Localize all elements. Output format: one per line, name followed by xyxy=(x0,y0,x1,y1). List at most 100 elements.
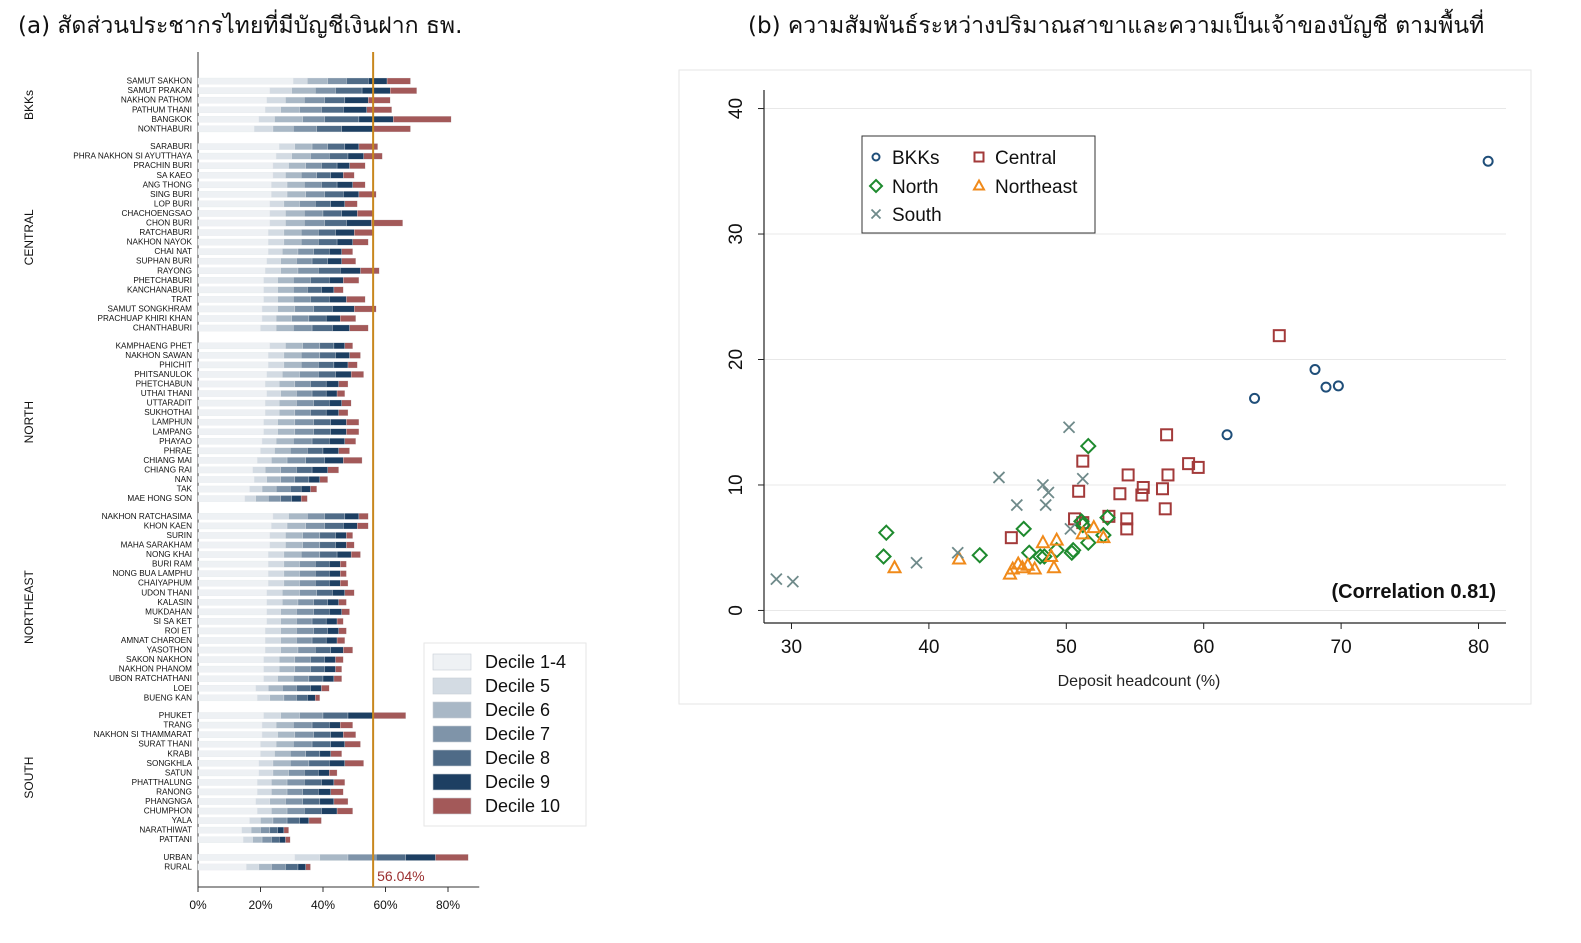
bar-segment-decile-7 xyxy=(294,409,311,416)
bar-segment-decile-1-4 xyxy=(197,836,244,843)
point-south xyxy=(951,546,964,559)
bar-segment-decile-10 xyxy=(358,513,369,520)
bar-segment-decile-5 xyxy=(261,305,278,313)
category-label: SI SA KET xyxy=(153,617,192,626)
bar-segment-decile-5 xyxy=(258,760,274,767)
legend-marker-bkks xyxy=(871,152,881,162)
bar-segment-decile-8 xyxy=(310,409,327,416)
bar-segment-decile-7 xyxy=(293,438,313,445)
bar-segment-decile-1-4 xyxy=(197,342,271,350)
category-label: SUKHOTHAI xyxy=(144,408,192,417)
bar-segment-decile-5 xyxy=(261,438,277,445)
bar-segment-decile-6 xyxy=(260,817,274,824)
category-label: CHIANG RAI xyxy=(144,465,192,474)
category-label: SARABURI xyxy=(150,142,192,151)
bar-segment-decile-5 xyxy=(268,551,285,558)
bar-segment-decile-6 xyxy=(277,731,296,738)
bar-segment-decile-10 xyxy=(340,315,356,322)
category-label: YALA xyxy=(172,816,193,825)
bar-segment-decile-8 xyxy=(311,740,331,748)
bar-segment-decile-9 xyxy=(333,361,349,369)
bar-segment-decile-8 xyxy=(324,522,344,530)
bar-segment-decile-8 xyxy=(319,551,338,558)
bar-segment-decile-5 xyxy=(243,836,253,843)
category-label: SAMUT SONGKHRAM xyxy=(108,304,193,313)
bar-segment-decile-1-4 xyxy=(197,579,269,587)
bar-segment-decile-7 xyxy=(300,551,321,558)
point-bkks xyxy=(1332,380,1344,392)
bar-segment-decile-6 xyxy=(269,798,286,805)
category-label: PHETCHABUN xyxy=(136,380,192,389)
scatter-legend: BKKs Central North Northeast South xyxy=(861,135,1096,234)
legend-swatch xyxy=(432,749,472,767)
bar-segment-decile-1-4 xyxy=(197,760,260,767)
category-label: SATUN xyxy=(165,768,192,777)
bar-segment-decile-5 xyxy=(260,740,277,748)
bar-segment-decile-10 xyxy=(354,229,374,236)
bar-segment-decile-8 xyxy=(307,447,324,455)
bar-segment-decile-7 xyxy=(290,750,306,758)
bar-segment-decile-6 xyxy=(283,361,302,369)
bar-segment-decile-9 xyxy=(340,267,361,274)
bar-segment-decile-1-4 xyxy=(197,191,272,198)
bar-segment-decile-7 xyxy=(294,731,314,738)
bar-segment-decile-1-4 xyxy=(197,532,271,539)
point-bkks xyxy=(1249,392,1261,404)
bar-segment-decile-6 xyxy=(285,342,303,350)
bar-segment-decile-6 xyxy=(274,116,303,123)
bar-segment-decile-1-4 xyxy=(197,286,264,294)
bar-segment-decile-10 xyxy=(343,457,363,464)
bar-segment-decile-10 xyxy=(346,296,366,303)
bar-segment-decile-7 xyxy=(286,807,305,815)
bar-segment-decile-6 xyxy=(277,675,294,682)
bar-segment-decile-5 xyxy=(269,541,286,549)
bar-segment-decile-9 xyxy=(368,77,388,85)
point-central xyxy=(1155,482,1169,496)
legend-label-northeast: Northeast xyxy=(995,177,1078,198)
bar-segment-decile-10 xyxy=(346,418,360,426)
bar-segment-decile-8 xyxy=(327,143,346,150)
category-label: NARATHIWAT xyxy=(139,826,192,835)
bar-segment-decile-10 xyxy=(344,740,361,748)
bar-segment-decile-8 xyxy=(311,324,333,332)
bar-segment-decile-8 xyxy=(324,116,360,123)
bar-segment-decile-6 xyxy=(275,740,294,748)
bar-segment-decile-9 xyxy=(336,238,353,246)
bar-segment-decile-10 xyxy=(346,541,355,549)
bar-segment-decile-10 xyxy=(341,257,356,265)
x-tick-label: 20% xyxy=(248,898,272,912)
bar-segment-decile-9 xyxy=(329,570,341,577)
bar-segment-decile-10 xyxy=(386,77,411,85)
bar-segment-decile-6 xyxy=(288,513,308,520)
category-label: SURAT THANI xyxy=(138,740,192,749)
bar-segment-decile-8 xyxy=(310,665,325,673)
bar-segment-decile-6 xyxy=(274,447,291,455)
bar-segment-decile-6 xyxy=(286,191,306,198)
point-northeast xyxy=(1020,556,1036,571)
bar-segment-decile-8 xyxy=(321,181,338,189)
category-label: PHICHIT xyxy=(159,360,192,369)
bar-segment-decile-8 xyxy=(318,361,335,369)
bar-segment-decile-10 xyxy=(336,807,353,815)
bar-segment-decile-9 xyxy=(335,532,347,539)
legend-marker-south xyxy=(870,208,882,220)
category-label: TAK xyxy=(177,485,193,494)
bar-segment-decile-9 xyxy=(324,457,344,464)
legend-label-central: Central xyxy=(995,148,1056,169)
bar-segment-decile-10 xyxy=(283,826,289,834)
point-bkks xyxy=(1320,381,1332,393)
bar-segment-decile-7 xyxy=(304,181,322,189)
bar-segment-decile-9 xyxy=(343,106,367,114)
bar-segment-decile-10 xyxy=(336,390,346,397)
bar-segment-decile-1-4 xyxy=(197,116,260,123)
bar-segment-decile-6 xyxy=(280,646,299,654)
bar-segment-decile-1-4 xyxy=(197,143,280,150)
bar-segment-decile-8 xyxy=(294,476,310,483)
bar-segment-decile-8 xyxy=(346,77,369,85)
bar-segment-decile-1-4 xyxy=(197,637,266,644)
bar-segment-decile-7 xyxy=(290,760,310,767)
bar-segment-decile-9 xyxy=(344,96,369,104)
category-label: UBON RATCHATHANI xyxy=(109,674,192,683)
bar-segment-decile-7 xyxy=(293,675,310,682)
point-central xyxy=(1076,454,1090,468)
